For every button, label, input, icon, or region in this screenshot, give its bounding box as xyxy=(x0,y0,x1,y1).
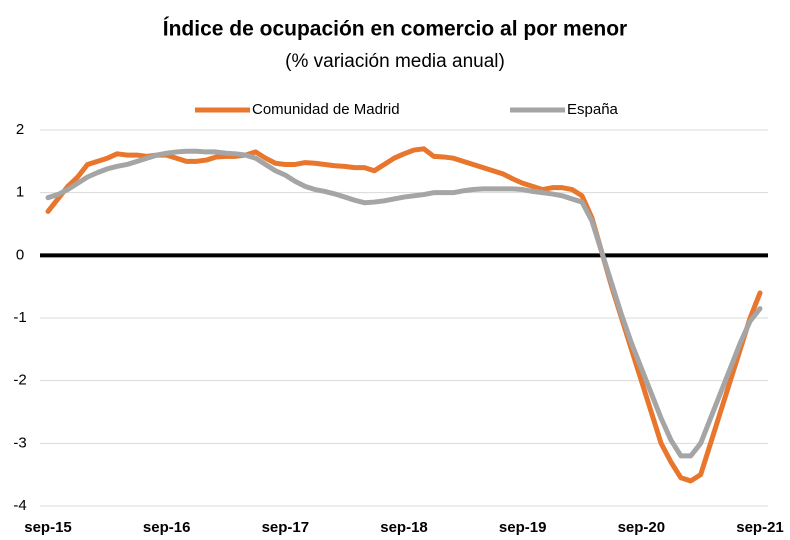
y-tick-label: -4 xyxy=(13,497,26,514)
x-tick-label: sep-15 xyxy=(24,519,72,536)
x-tick-label: sep-21 xyxy=(736,519,784,536)
y-tick-label: -3 xyxy=(13,434,26,451)
legend-label: Comunidad de Madrid xyxy=(252,101,400,118)
x-tick-label: sep-18 xyxy=(380,519,428,536)
chart-title: Índice de ocupación en comercio al por m… xyxy=(163,18,627,41)
x-tick-label: sep-16 xyxy=(143,519,191,536)
chart-subtitle: (% variación media anual) xyxy=(285,51,505,72)
y-tick-label: 2 xyxy=(16,121,24,138)
y-tick-label: -2 xyxy=(13,372,26,389)
y-tick-label: 1 xyxy=(16,184,24,201)
x-tick-label: sep-19 xyxy=(499,519,547,536)
series-line xyxy=(45,148,763,459)
y-tick-label: -1 xyxy=(13,309,26,326)
y-tick-label: 0 xyxy=(16,246,24,263)
legend-label: España xyxy=(567,101,619,118)
x-tick-label: sep-20 xyxy=(618,519,666,536)
x-tick-label: sep-17 xyxy=(262,519,310,536)
